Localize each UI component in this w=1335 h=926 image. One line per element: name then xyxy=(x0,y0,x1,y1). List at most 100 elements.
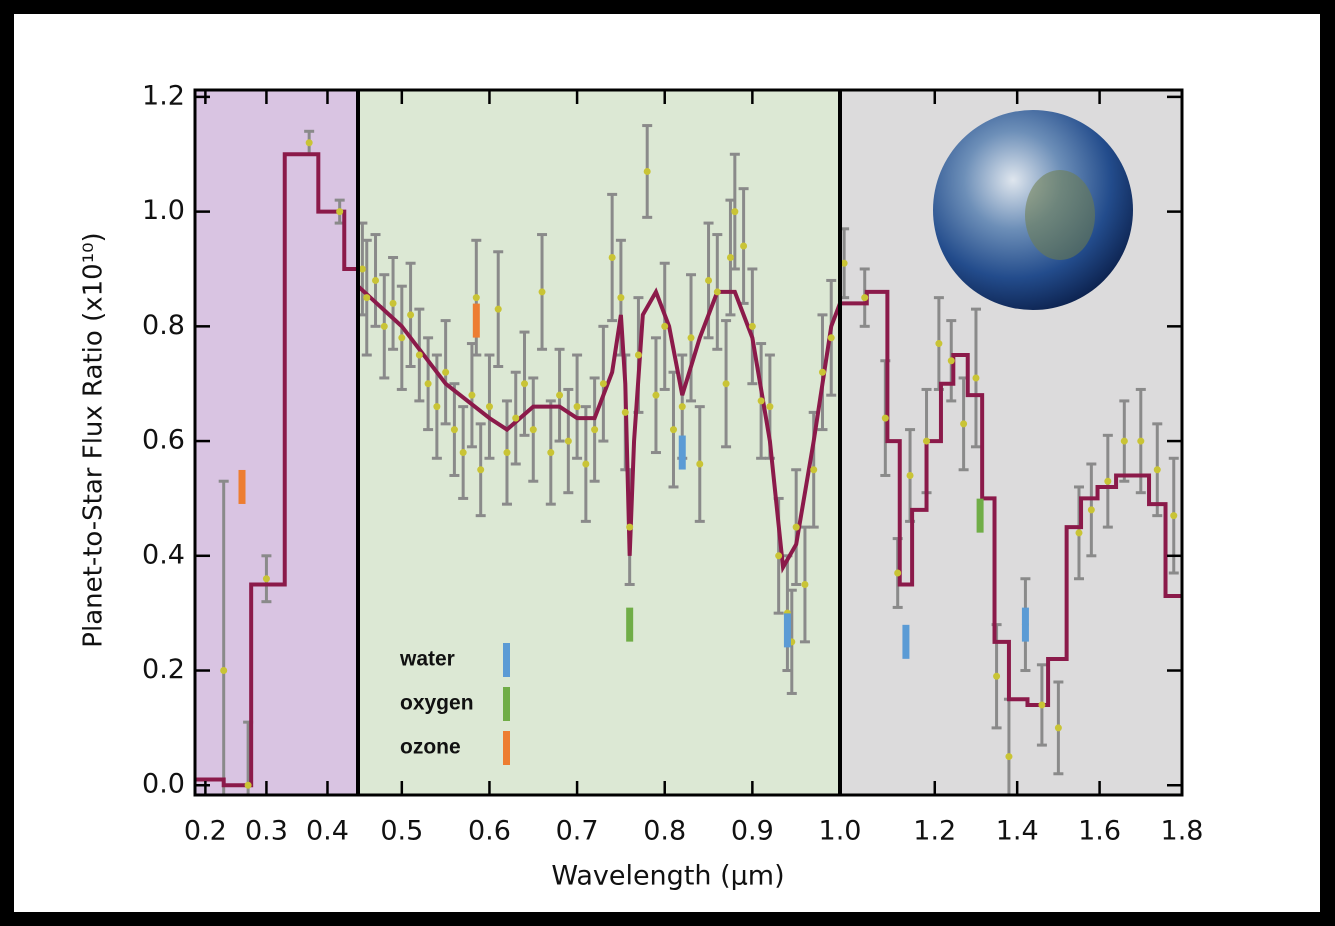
data-point xyxy=(556,391,564,399)
legend-label: ozone xyxy=(400,736,461,759)
data-point xyxy=(993,672,1001,680)
x-axis-label: Wavelength (μm) xyxy=(551,861,784,892)
data-point xyxy=(407,311,415,319)
data-point xyxy=(894,569,902,577)
data-point xyxy=(792,523,800,531)
data-point xyxy=(881,414,889,422)
x-tick-label: 1.2 xyxy=(913,816,956,847)
panel xyxy=(840,227,1182,795)
data-point xyxy=(472,294,480,302)
data-point xyxy=(573,403,581,411)
earth-land xyxy=(1025,170,1095,260)
y-tick-label: 0.6 xyxy=(142,425,185,456)
data-point xyxy=(687,334,695,342)
data-point xyxy=(652,391,660,399)
y-tick-label: 0.4 xyxy=(142,539,185,570)
data-point xyxy=(591,426,599,434)
x-tick-label: 1.4 xyxy=(996,816,1039,847)
feature-marker xyxy=(1021,607,1029,642)
data-point xyxy=(696,460,704,468)
data-point xyxy=(906,471,914,479)
data-point xyxy=(372,276,380,284)
data-point xyxy=(1054,724,1062,732)
data-point xyxy=(262,575,270,583)
data-point xyxy=(433,403,441,411)
plot-frame xyxy=(193,88,1184,797)
feature-marker xyxy=(238,469,246,504)
data-point xyxy=(740,242,748,250)
data-point xyxy=(398,334,406,342)
data-point xyxy=(634,351,642,359)
data-point xyxy=(363,294,371,302)
x-tick-label: 0.4 xyxy=(306,816,349,847)
data-point xyxy=(1153,466,1161,474)
data-point xyxy=(669,426,677,434)
data-point xyxy=(503,449,511,457)
feature-marker xyxy=(976,498,984,533)
feature-marker xyxy=(678,435,686,470)
x-tick-label: 0.3 xyxy=(245,816,288,847)
data-point xyxy=(1075,529,1083,537)
data-point xyxy=(731,208,739,216)
data-point xyxy=(608,254,616,262)
data-point xyxy=(244,781,252,789)
data-point xyxy=(521,380,529,388)
data-point xyxy=(424,380,432,388)
data-point xyxy=(810,466,818,474)
data-point xyxy=(512,414,520,422)
data-point xyxy=(529,426,537,434)
data-point xyxy=(801,580,809,588)
x-tick-label: 1.8 xyxy=(1161,816,1204,847)
data-point xyxy=(599,380,607,388)
model-line xyxy=(840,289,1182,707)
data-point xyxy=(827,334,835,342)
data-point xyxy=(450,426,458,434)
feature-marker xyxy=(783,613,791,648)
data-point xyxy=(1170,512,1178,520)
data-point xyxy=(305,139,313,147)
x-tick-label: 1.0 xyxy=(819,816,862,847)
data-point xyxy=(748,322,756,330)
panel xyxy=(358,124,840,695)
legend-swatch xyxy=(503,643,510,677)
data-point xyxy=(582,460,590,468)
data-point xyxy=(538,288,546,296)
data-point xyxy=(442,368,450,376)
data-point xyxy=(972,374,980,382)
data-point xyxy=(617,294,625,302)
data-point xyxy=(389,299,397,307)
data-point xyxy=(1120,437,1128,445)
data-point xyxy=(722,380,730,388)
data-point xyxy=(380,322,388,330)
data-point xyxy=(626,523,634,531)
legend-swatch xyxy=(503,687,510,721)
data-layer xyxy=(195,124,1182,795)
data-point xyxy=(861,294,869,302)
data-point xyxy=(220,667,228,675)
x-tick-label: 1.6 xyxy=(1078,816,1121,847)
data-point xyxy=(547,449,555,457)
y-tick-label: 0.8 xyxy=(142,310,185,341)
data-point xyxy=(621,408,629,416)
data-point xyxy=(757,397,765,405)
feature-marker xyxy=(626,607,634,642)
data-point xyxy=(415,351,423,359)
model-line xyxy=(358,284,840,574)
x-tick-label: 0.2 xyxy=(184,816,227,847)
y-tick-label: 0.2 xyxy=(142,654,185,685)
data-point xyxy=(336,208,344,216)
data-point xyxy=(818,368,826,376)
data-point xyxy=(494,305,502,313)
data-point xyxy=(564,437,572,445)
y-tick-label: 1.0 xyxy=(142,195,185,226)
data-point xyxy=(643,167,651,175)
data-point xyxy=(1087,506,1095,514)
data-point xyxy=(705,276,713,284)
y-tick-label: 0.0 xyxy=(142,769,185,800)
data-point xyxy=(775,552,783,560)
data-point xyxy=(960,420,968,428)
data-point xyxy=(468,391,476,399)
data-point xyxy=(678,403,686,411)
